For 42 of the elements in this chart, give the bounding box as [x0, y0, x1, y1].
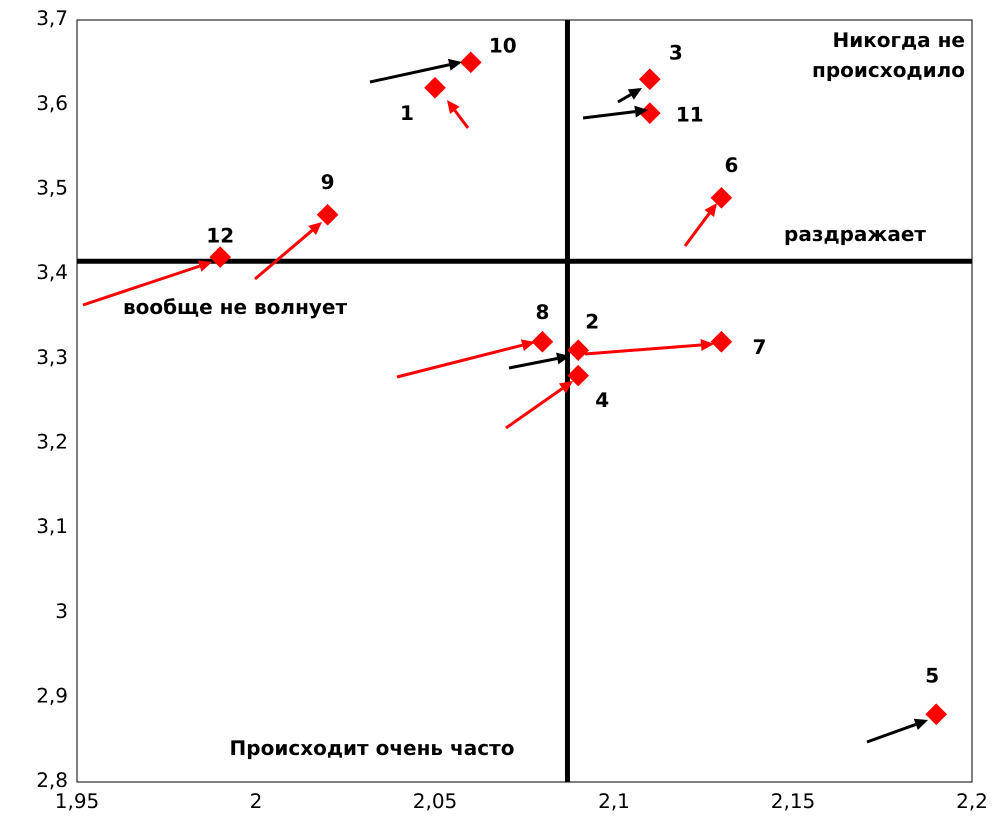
annotation: 3 — [668, 40, 683, 64]
annotation: 7 — [752, 334, 766, 359]
point — [710, 187, 732, 208]
y-tick-label: 3,5 — [36, 176, 68, 200]
y-tick-label: 2,9 — [36, 684, 68, 708]
y-tick-label: 3,3 — [36, 344, 68, 369]
annotation: 1 — [400, 100, 414, 125]
point — [460, 52, 482, 73]
point — [317, 204, 338, 226]
annotation: 11 — [676, 102, 704, 126]
annotation: 8 — [535, 300, 550, 324]
annotation: 6 — [724, 153, 738, 178]
y-tick-label: 3,6 — [36, 90, 68, 115]
y-tick-label: 3 — [55, 598, 68, 623]
point — [568, 365, 589, 386]
x-tick-label: 2,2 — [956, 789, 988, 814]
point — [532, 331, 553, 352]
point — [210, 246, 231, 268]
annotation: Никогда не происходило — [812, 28, 965, 82]
annotation: 9 — [320, 170, 335, 194]
y-tick-label: 3,4 — [36, 260, 68, 284]
y-tick-label: 3,2 — [36, 430, 68, 454]
annotation: 2 — [585, 309, 600, 334]
x-tick-label: 2,05 — [412, 789, 458, 814]
annotation: вообще не волнует — [122, 295, 348, 320]
x-tick-label: 2 — [250, 789, 262, 814]
y-tick-label: 3,1 — [36, 514, 68, 538]
annotation: Происходит очень часто — [230, 736, 514, 760]
x-tick-label: 2,15 — [770, 789, 816, 814]
point — [568, 340, 589, 361]
annotation: 4 — [595, 388, 610, 412]
y-tick-label: 3,7 — [36, 6, 68, 30]
annotation: 12 — [206, 223, 234, 248]
point — [424, 77, 446, 98]
annotation: 5 — [925, 663, 940, 688]
point — [710, 331, 732, 352]
annotation: раздражает — [784, 222, 926, 246]
x-tick-label: 2,1 — [598, 789, 630, 814]
point — [639, 102, 660, 124]
point — [639, 68, 660, 90]
point — [926, 704, 947, 725]
annotation: 10 — [488, 34, 517, 58]
